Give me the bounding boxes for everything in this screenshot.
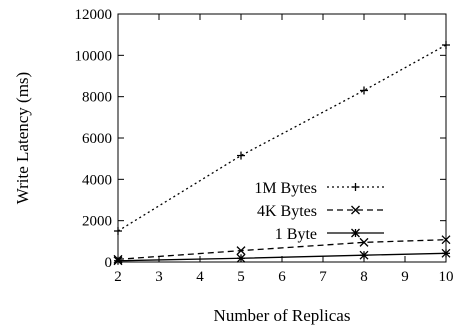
plot-area [117, 13, 447, 263]
y-axis: 0 2000 4000 6000 8000 10000 12000 [75, 7, 446, 271]
legend: 1M Bytes 4K Bytes 1 Byte [254, 180, 384, 243]
data-point [441, 248, 451, 258]
x-tick-label: 5 [237, 269, 245, 285]
x-tick-label: 4 [196, 269, 204, 285]
data-point [441, 235, 451, 245]
data-point [113, 256, 123, 266]
x-tick-label: 8 [360, 269, 368, 285]
x-tick-label: 10 [439, 269, 454, 285]
x-tick-label: 6 [278, 269, 286, 285]
y-tick-label: 6000 [82, 131, 112, 147]
x-axis-title: Number of Replicas [214, 306, 351, 325]
y-tick-label: 4000 [82, 172, 112, 188]
y-tick-label: 0 [105, 255, 113, 271]
legend-marker [351, 205, 360, 215]
x-tick-label: 2 [114, 269, 122, 285]
y-tick-label: 2000 [82, 214, 112, 230]
legend-label: 1 Byte [275, 226, 317, 243]
series-0 [114, 41, 450, 235]
data-point [236, 246, 246, 256]
legend-marker [351, 228, 360, 238]
legend-item: 4K Bytes [257, 203, 384, 220]
series-layer [113, 41, 451, 266]
series-2 [113, 248, 451, 266]
y-axis-title: Write Latency (ms) [13, 72, 32, 204]
legend-label: 4K Bytes [257, 203, 317, 220]
plot-border [117, 13, 447, 263]
legend-item: 1M Bytes [254, 180, 384, 197]
legend-label: 1M Bytes [254, 180, 317, 197]
x-tick-label: 3 [155, 269, 163, 285]
series-line [117, 44, 447, 232]
x-tick-label: 7 [319, 269, 327, 285]
y-tick-label: 10000 [75, 48, 113, 64]
x-axis: 2 3 4 5 6 7 8 9 10 [114, 14, 454, 285]
data-point [236, 253, 246, 263]
series-line [117, 252, 447, 262]
data-point [359, 237, 369, 247]
series-1 [113, 235, 451, 264]
y-tick-label: 8000 [82, 90, 112, 106]
y-tick-label: 12000 [75, 7, 113, 23]
x-tick-label: 9 [401, 269, 409, 285]
data-point [359, 250, 369, 260]
legend-item: 1 Byte [275, 226, 384, 243]
series-line [117, 239, 447, 260]
